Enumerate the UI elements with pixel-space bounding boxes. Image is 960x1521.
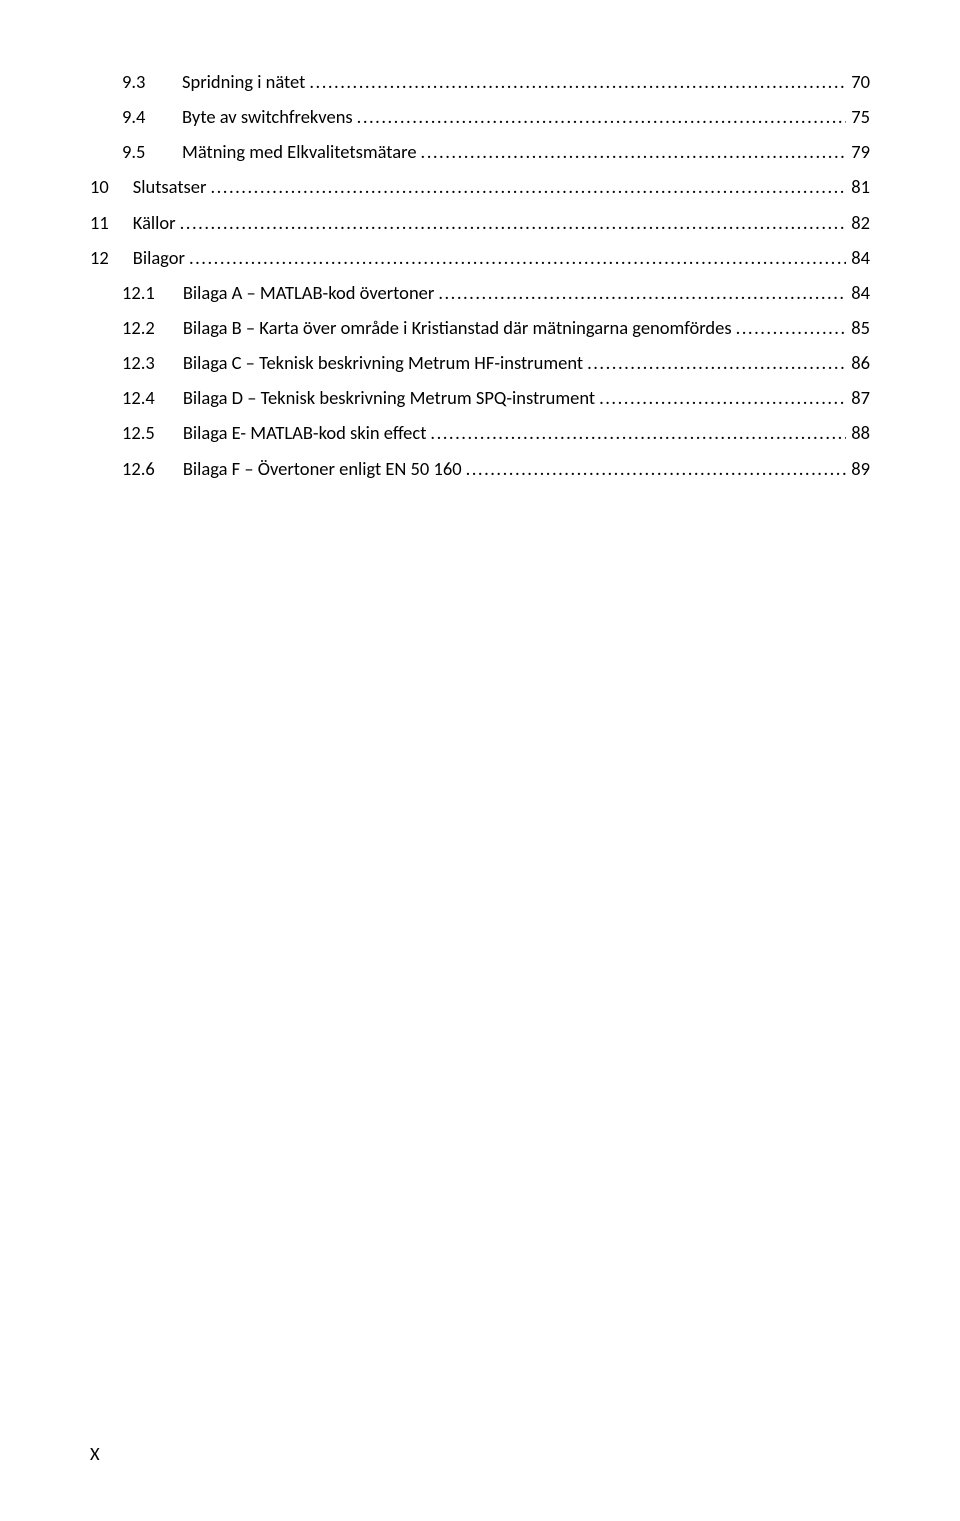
toc-entry-number: 12.3 <box>122 345 183 380</box>
toc-entry-number: 12.2 <box>122 310 183 345</box>
toc-entry: 12.5Bilaga E- MATLAB-kod skin effect 88 <box>90 415 870 450</box>
toc-entry-title: Slutsatser <box>133 169 207 204</box>
toc-leader-dots <box>185 240 846 275</box>
toc-leader-dots <box>434 275 846 310</box>
toc-entry: 12.3Bilaga C – Teknisk beskrivning Metru… <box>90 345 870 380</box>
toc-entry-page: 81 <box>846 169 870 204</box>
toc-entry-number: 12.5 <box>122 415 183 450</box>
toc-entry-page: 84 <box>846 275 870 310</box>
toc-entry: 10Slutsatser 81 <box>90 169 870 204</box>
toc-leader-dots <box>353 99 846 134</box>
toc-entry-page: 85 <box>846 310 870 345</box>
toc-leader-dots <box>426 415 846 450</box>
toc-leader-dots <box>595 380 846 415</box>
toc-entry-number: 12.6 <box>122 451 183 486</box>
toc-leader-dots <box>206 169 846 204</box>
toc-entry-title: Bilaga A – MATLAB-kod övertoner <box>183 275 435 310</box>
toc-leader-dots <box>732 310 846 345</box>
toc-entry-title: Spridning i nätet <box>182 64 305 99</box>
toc-entry-page: 75 <box>846 99 870 134</box>
toc-entry-page: 88 <box>846 415 870 450</box>
toc-entry-title: Mätning med Elkvalitetsmätare <box>182 134 417 169</box>
toc-entry-title: Bilaga C – Teknisk beskrivning Metrum HF… <box>183 345 583 380</box>
document-page: 9.3Spridning i nätet709.4Byte av switchf… <box>0 0 960 1521</box>
table-of-contents: 9.3Spridning i nätet709.4Byte av switchf… <box>90 64 870 486</box>
toc-entry: 12.4Bilaga D – Teknisk beskrivning Metru… <box>90 380 870 415</box>
toc-entry-number: 9.4 <box>122 99 182 134</box>
toc-entry-number: 12.4 <box>122 380 183 415</box>
toc-entry-title: Bilagor <box>133 240 185 275</box>
toc-entry-title: Bilaga E- MATLAB-kod skin effect <box>183 415 427 450</box>
toc-entry: 12Bilagor 84 <box>90 240 870 275</box>
toc-leader-dots <box>305 64 846 99</box>
toc-entry: 12.1Bilaga A – MATLAB-kod övertoner 84 <box>90 275 870 310</box>
toc-entry-title: Bilaga D – Teknisk beskrivning Metrum SP… <box>183 380 595 415</box>
toc-entry: 9.5Mätning med Elkvalitetsmätare 79 <box>90 134 870 169</box>
toc-entry-number: 11 <box>90 205 133 240</box>
toc-entry-page: 89 <box>846 451 870 486</box>
toc-leader-dots <box>417 134 846 169</box>
toc-entry-title: Källor <box>133 205 176 240</box>
toc-entry: 11Källor 82 <box>90 205 870 240</box>
toc-entry: 12.6Bilaga F – Övertoner enligt EN 50 16… <box>90 451 870 486</box>
toc-leader-dots <box>462 451 846 486</box>
toc-entry-number: 12.1 <box>122 275 183 310</box>
toc-entry-page: 86 <box>846 345 870 380</box>
toc-entry-number: 10 <box>90 169 133 204</box>
toc-entry-title: Bilaga F – Övertoner enligt EN 50 160 <box>183 451 462 486</box>
toc-entry-page: 79 <box>846 134 870 169</box>
toc-entry-number: 12 <box>90 240 133 275</box>
toc-leader-dots <box>583 345 846 380</box>
toc-entry-number: 9.3 <box>122 64 182 99</box>
toc-entry: 9.3Spridning i nätet 70 <box>90 64 870 99</box>
toc-entry: 9.4Byte av switchfrekvens 75 <box>90 99 870 134</box>
toc-entry: 12.2Bilaga B – Karta över område i Krist… <box>90 310 870 345</box>
toc-entry-page: 82 <box>846 205 870 240</box>
toc-leader-dots <box>176 205 846 240</box>
toc-entry-page: 87 <box>846 380 870 415</box>
page-number-label: X <box>90 1442 100 1465</box>
toc-entry-number: 9.5 <box>122 134 182 169</box>
page-number-footer: X <box>90 1442 100 1465</box>
toc-entry-page: 70 <box>846 64 870 99</box>
toc-entry-page: 84 <box>846 240 870 275</box>
toc-entry-title: Byte av switchfrekvens <box>182 99 353 134</box>
toc-entry-title: Bilaga B – Karta över område i Kristians… <box>183 310 732 345</box>
